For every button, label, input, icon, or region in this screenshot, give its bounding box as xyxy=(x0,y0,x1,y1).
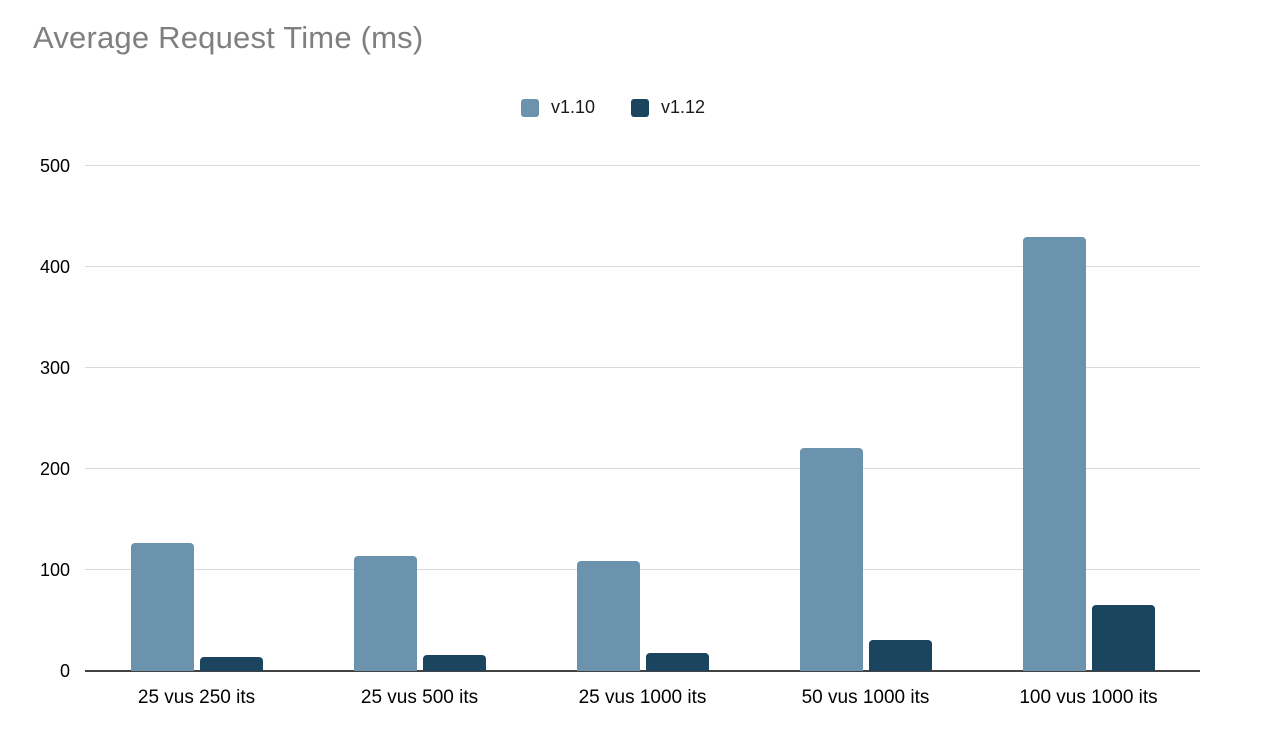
bar-v1.12-50-vus-1000-its xyxy=(868,639,932,671)
x-axis-label: 50 vus 1000 its xyxy=(801,687,930,708)
bar-group xyxy=(85,166,308,671)
y-axis-tick-label: 500 xyxy=(39,156,70,176)
bar-v1.12-25-vus-1000-its xyxy=(645,652,709,671)
bar-v1.10-25-vus-500-its xyxy=(353,555,417,671)
bar-group xyxy=(977,166,1200,671)
bar-v1.12-25-vus-500-its xyxy=(422,654,486,671)
gridline xyxy=(85,367,1200,368)
x-axis-label: 25 vus 500 its xyxy=(360,687,479,708)
y-axis-tick-label: 300 xyxy=(39,358,70,378)
bar-v1.12-25-vus-250-its xyxy=(199,656,263,671)
y-axis-tick-label: 200 xyxy=(39,459,70,479)
x-axis-label: 25 vus 250 its xyxy=(137,687,256,708)
y-axis-tick-label: 0 xyxy=(59,661,70,681)
bars-row xyxy=(85,166,1200,671)
bar-group xyxy=(754,166,977,671)
bar-v1.10-25-vus-250-its xyxy=(130,542,194,671)
x-axis-line xyxy=(85,670,1200,672)
legend-label-v110: v1.10 xyxy=(550,97,595,117)
plot-area xyxy=(85,165,1200,672)
legend: v1.10 v1.12 xyxy=(0,97,1254,118)
y-axis-tick-label: 100 xyxy=(39,560,70,580)
gridline xyxy=(85,468,1200,469)
bar-group xyxy=(531,166,754,671)
bar-v1.10-50-vus-1000-its xyxy=(799,447,863,671)
bar-v1.12-100-vus-1000-its xyxy=(1091,605,1155,671)
gridline xyxy=(85,569,1200,570)
gridline xyxy=(85,266,1200,267)
x-axis-label: 100 vus 1000 its xyxy=(1019,687,1158,708)
x-axis-label: 25 vus 1000 its xyxy=(578,687,707,708)
bar-v1.10-100-vus-1000-its xyxy=(1022,236,1086,671)
bar-v1.10-25-vus-1000-its xyxy=(576,560,640,671)
legend-swatch-v112 xyxy=(631,98,649,117)
legend-swatch-v110 xyxy=(520,98,539,117)
legend-item-v112: v1.12 xyxy=(631,97,705,118)
chart-title: Average Request Time (ms) xyxy=(33,20,424,55)
gridline xyxy=(85,165,1200,166)
bar-group xyxy=(308,166,531,671)
legend-item-v110: v1.10 xyxy=(520,97,595,118)
legend-label-v112: v1.12 xyxy=(661,97,706,117)
y-axis-tick-label: 400 xyxy=(39,257,70,277)
x-axis-labels: 25 vus 250 its 25 vus 500 its 25 vus 1000 … xyxy=(85,687,1200,709)
y-axis: 0 100 200 300 400 500 xyxy=(0,157,70,680)
